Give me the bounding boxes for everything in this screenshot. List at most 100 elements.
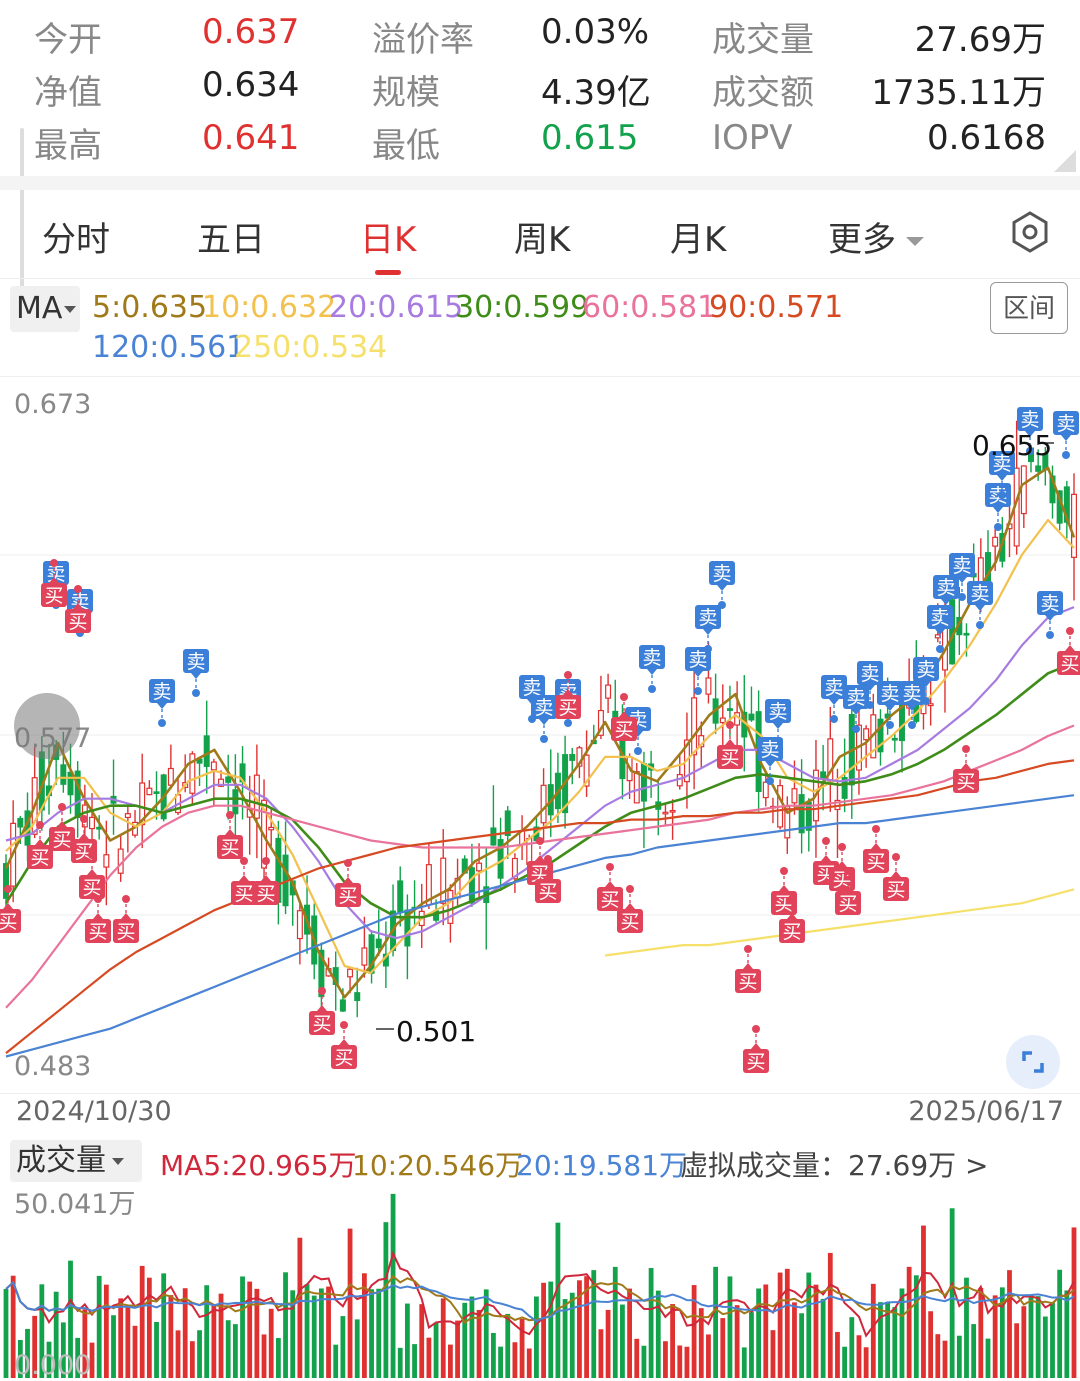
buy-signal-tag: 买 xyxy=(953,745,979,793)
candle-body xyxy=(504,810,511,837)
volume-bar xyxy=(870,1283,876,1378)
tag-pointer xyxy=(851,709,861,715)
tag-pointer xyxy=(35,839,45,845)
tag-text: 买 xyxy=(738,971,757,993)
volume-bar xyxy=(899,1288,905,1378)
volume-ma5-line xyxy=(5,1250,1075,1338)
turnover-label: 成交额 xyxy=(712,73,814,113)
tag-text: 卖 xyxy=(992,453,1011,475)
tab-weekly-k[interactable]: 周K xyxy=(514,220,571,260)
volume-bar xyxy=(885,1302,891,1378)
volume-bar xyxy=(526,1348,532,1378)
volume-chart[interactable]: 50.041万 0.000 xyxy=(0,1184,1080,1381)
volume-bar xyxy=(749,1312,754,1378)
tab-more-label: 更多 xyxy=(828,220,896,260)
tag-pointer xyxy=(343,877,353,883)
candle-body xyxy=(992,536,999,547)
expand-corner-icon[interactable] xyxy=(1054,150,1076,172)
buy-signal-tag: 买 xyxy=(883,853,909,901)
tag-bg xyxy=(933,575,959,599)
tab-five-day[interactable]: 五日 xyxy=(197,220,265,260)
open-label: 今开 xyxy=(34,20,102,60)
candle-body xyxy=(963,632,970,636)
tag-pointer xyxy=(843,885,853,891)
tag-dot xyxy=(788,895,796,903)
tab-monthly-k[interactable]: 月K xyxy=(670,220,727,260)
sell-signal-tag: 卖 xyxy=(877,681,903,729)
tag-text: 买 xyxy=(338,885,357,907)
tag-bg xyxy=(757,737,783,761)
tag-pointer xyxy=(1061,435,1071,441)
tag-text: 买 xyxy=(30,847,49,869)
settings-icon[interactable] xyxy=(1008,210,1052,254)
tag-bg xyxy=(67,589,93,613)
candlestick-chart[interactable]: 卖卖卖卖卖卖卖卖卖卖卖卖卖卖卖卖卖卖卖卖卖卖卖卖卖卖卖卖卖买买买买买买买买买买买… xyxy=(0,376,1080,1094)
tag-pointer xyxy=(921,681,931,687)
active-tab-indicator xyxy=(375,270,401,275)
fullscreen-button[interactable] xyxy=(1006,1035,1060,1089)
volume-bar xyxy=(992,1295,998,1378)
high-marker-label: 0.655 xyxy=(972,429,1053,462)
volume-bar xyxy=(354,1319,360,1378)
tag-bg xyxy=(253,881,279,905)
tag-pointer xyxy=(957,577,967,583)
tag-text: 买 xyxy=(1060,653,1079,675)
tab-intraday[interactable]: 分时 xyxy=(42,220,110,260)
candle-body xyxy=(927,703,934,707)
ma-selector[interactable]: MA xyxy=(10,286,80,332)
buy-signal-tag: 买 xyxy=(611,693,637,741)
candle-body xyxy=(662,811,669,815)
tab-daily-k[interactable]: 日K xyxy=(360,220,417,260)
tag-dot xyxy=(80,815,88,823)
tag-bg xyxy=(743,1049,769,1073)
tag-bg xyxy=(617,909,643,933)
volume-bar xyxy=(577,1280,582,1378)
tag-bg xyxy=(149,679,175,703)
chart-scroll-button[interactable] xyxy=(14,693,80,759)
volume-bar xyxy=(25,1328,30,1378)
sell-signal-tag: 卖 xyxy=(967,581,993,629)
volume-legend: 成交量 MA5:20.965万 10:20.546万 20:19.581万 虚拟… xyxy=(0,1138,1080,1184)
buy-signal-tag: 买 xyxy=(617,885,643,933)
tag-text: 卖 xyxy=(152,681,171,703)
tag-dot xyxy=(564,671,572,679)
tag-bg xyxy=(877,681,903,705)
volume-bar xyxy=(154,1321,159,1378)
scroll-handle[interactable] xyxy=(20,128,24,288)
volume-selector[interactable]: 成交量 xyxy=(10,1140,142,1182)
tab-more[interactable]: 更多 xyxy=(828,212,924,261)
volume-bar xyxy=(53,1291,59,1378)
tag-pointer xyxy=(693,671,703,677)
tag-text: 买 xyxy=(720,747,739,769)
tag-bg xyxy=(953,769,979,793)
tag-pointer xyxy=(619,711,629,717)
volume-bar xyxy=(856,1335,862,1378)
tag-text: 买 xyxy=(256,883,275,905)
tag-pointer xyxy=(157,703,167,709)
candle-body xyxy=(891,737,898,741)
virtual-volume-link[interactable]: 虚拟成交量：27.69万 > xyxy=(680,1149,989,1182)
tag-text: 买 xyxy=(886,879,905,901)
candle-body xyxy=(440,857,447,904)
tag-bg xyxy=(835,891,861,915)
tag-pointer xyxy=(837,861,847,867)
tag-pointer xyxy=(765,761,775,767)
tag-dot xyxy=(998,491,1006,499)
sell-signal-tag: 卖 xyxy=(949,553,975,601)
range-button[interactable]: 区间 xyxy=(990,282,1068,334)
tag-text: 卖 xyxy=(712,563,731,585)
tag-dot xyxy=(4,885,12,893)
volume-bar xyxy=(261,1334,267,1378)
candle-body xyxy=(361,947,368,966)
volume-bar xyxy=(218,1293,224,1378)
volume-bar xyxy=(103,1284,109,1378)
tag-bg xyxy=(989,451,1015,475)
low-label: 最低 xyxy=(372,126,440,166)
ma-selector-label: MA xyxy=(16,291,63,326)
candle-body xyxy=(218,778,225,787)
sell-signal-tag: 卖 xyxy=(933,575,959,623)
buy-signal-tag: 买 xyxy=(771,867,797,915)
volume-ma5: MA5:20.965万 xyxy=(160,1149,357,1182)
volume-bar xyxy=(727,1276,733,1378)
volume-bar xyxy=(440,1298,446,1378)
